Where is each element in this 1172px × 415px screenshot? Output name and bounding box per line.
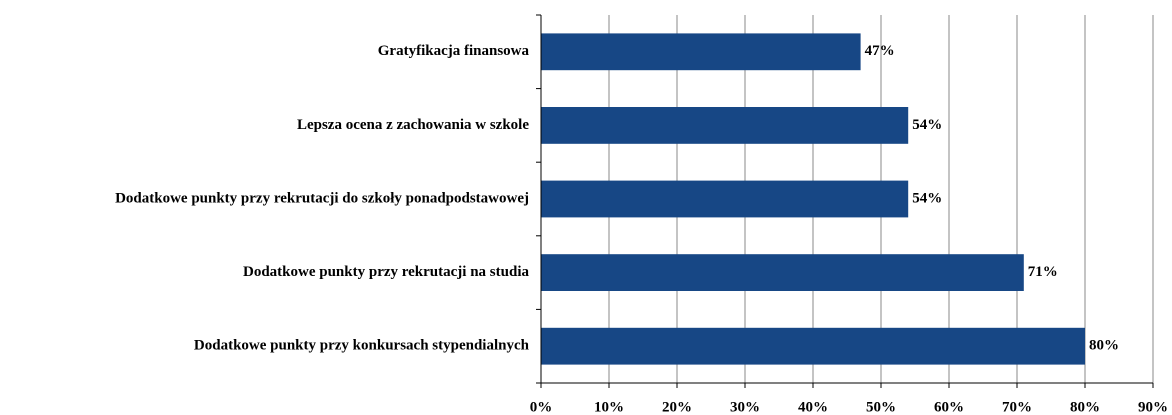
y-tick-label: Gratyfikacja finansowa [378,43,530,59]
data-label: 47% [865,43,895,59]
x-tick-label: 10% [594,399,624,415]
x-tick-label: 50% [866,399,896,415]
data-label: 71% [1028,264,1058,280]
bar [541,180,909,218]
x-tick-label: 70% [1002,399,1032,415]
y-tick-label: Lepsza ocena z zachowania w szkole [297,117,529,133]
data-label: 54% [912,117,942,133]
y-tick-label: Dodatkowe punkty przy rekrutacji do szko… [115,190,529,206]
x-tick-label: 60% [934,399,964,415]
data-label: 80% [1089,338,1119,354]
x-tick-label: 0% [530,399,553,415]
x-tick-label: 90% [1138,399,1168,415]
x-tick-label: 40% [798,399,828,415]
data-label: 54% [912,190,942,206]
bar [541,107,909,144]
bar [541,33,861,71]
x-tick-label: 20% [662,399,692,415]
y-tick-label: Dodatkowe punkty przy rekrutacji na stud… [243,264,530,280]
bar [541,254,1024,291]
y-tick-label: Dodatkowe punkty przy konkursach stypend… [194,338,530,354]
bar [541,327,1085,365]
x-tick-label: 30% [730,399,760,415]
x-tick-label: 80% [1070,399,1100,415]
